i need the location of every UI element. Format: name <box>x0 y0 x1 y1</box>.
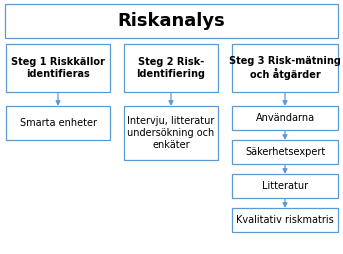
FancyBboxPatch shape <box>232 140 338 164</box>
Text: Steg 3 Risk-mätning
och åtgärder: Steg 3 Risk-mätning och åtgärder <box>229 56 341 80</box>
Text: Säkerhetsexpert: Säkerhetsexpert <box>245 147 325 157</box>
Text: Smarta enheter: Smarta enheter <box>20 118 96 128</box>
FancyBboxPatch shape <box>232 44 338 92</box>
FancyBboxPatch shape <box>124 44 218 92</box>
Text: Litteratur: Litteratur <box>262 181 308 191</box>
FancyBboxPatch shape <box>232 174 338 198</box>
FancyBboxPatch shape <box>232 106 338 130</box>
Text: Riskanalys: Riskanalys <box>118 12 225 30</box>
Text: Kvalitativ riskmatris: Kvalitativ riskmatris <box>236 215 334 225</box>
Text: Steg 1 Riskkällor
identifieras: Steg 1 Riskkällor identifieras <box>11 57 105 79</box>
Text: Intervju, litteratur
undersökning och
enkäter: Intervju, litteratur undersökning och en… <box>127 116 215 150</box>
FancyBboxPatch shape <box>232 208 338 232</box>
FancyBboxPatch shape <box>124 106 218 160</box>
FancyBboxPatch shape <box>6 44 110 92</box>
Text: Användarna: Användarna <box>256 113 315 123</box>
FancyBboxPatch shape <box>6 106 110 140</box>
Text: Steg 2 Risk-
Identifiering: Steg 2 Risk- Identifiering <box>137 57 205 79</box>
FancyBboxPatch shape <box>5 4 338 38</box>
